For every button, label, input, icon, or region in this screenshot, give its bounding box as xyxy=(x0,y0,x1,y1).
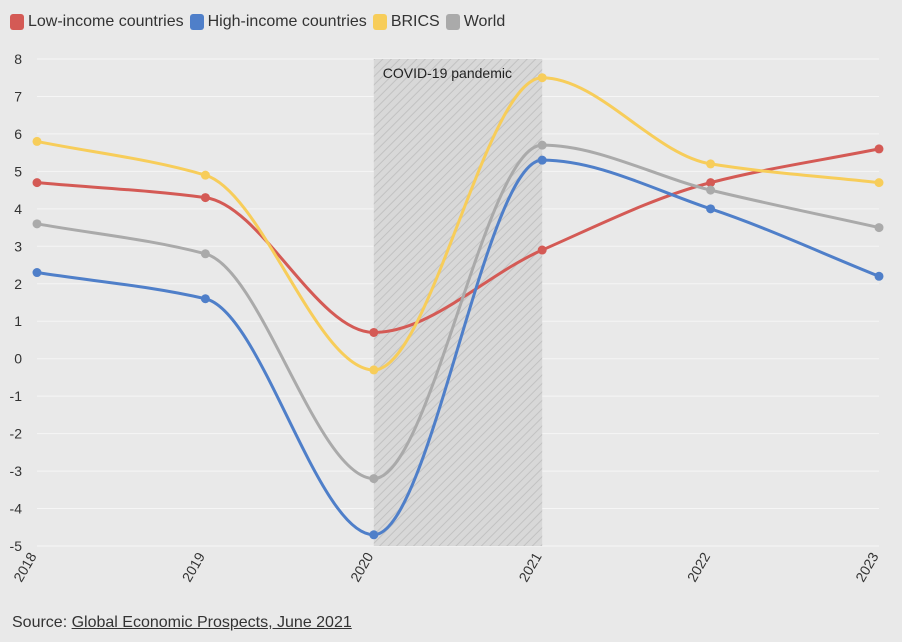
data-point[interactable] xyxy=(200,193,210,203)
y-axis: 8 7 6 5 4 3 2 1 0 -1 -2 -3 -4 -5 xyxy=(10,51,23,554)
y-tick-label: 2 xyxy=(14,276,22,292)
y-tick-label: 7 xyxy=(14,88,22,104)
data-point[interactable] xyxy=(706,185,716,195)
legend-item[interactable]: Low-income countries xyxy=(10,13,184,31)
legend-swatch xyxy=(372,14,387,30)
x-tick-label: 2019 xyxy=(179,549,209,584)
legend-swatch xyxy=(445,14,460,30)
legend-swatch xyxy=(189,14,204,30)
data-point[interactable] xyxy=(369,327,379,337)
data-point[interactable] xyxy=(369,365,379,375)
data-point[interactable] xyxy=(537,155,547,165)
y-tick-label: 5 xyxy=(14,163,22,179)
y-tick-label: -2 xyxy=(10,426,23,442)
legend-item[interactable]: World xyxy=(445,13,506,31)
y-tick-label: 0 xyxy=(14,351,22,367)
data-point[interactable] xyxy=(874,178,884,188)
series-layer xyxy=(32,73,884,540)
annotation-band xyxy=(373,59,543,546)
data-point[interactable] xyxy=(369,530,379,540)
source-note: Source: Global Economic Prospects, June … xyxy=(12,614,352,632)
data-point[interactable] xyxy=(32,219,42,229)
x-tick-label: 2020 xyxy=(347,549,377,584)
legend: Low-income countries High-income countrie… xyxy=(10,10,511,34)
source-prefix: Source: xyxy=(12,614,72,631)
legend-label: High-income countries xyxy=(207,13,367,30)
data-point[interactable] xyxy=(874,144,884,154)
y-tick-label: 8 xyxy=(14,51,22,67)
data-point[interactable] xyxy=(537,140,547,150)
data-point[interactable] xyxy=(369,474,379,484)
series-line xyxy=(35,147,881,334)
data-point[interactable] xyxy=(706,204,716,214)
source-link[interactable]: Global Economic Prospects, June 2021 xyxy=(71,614,352,631)
y-tick-label: 1 xyxy=(14,313,22,329)
legend-label: Low-income countries xyxy=(28,13,184,30)
data-point[interactable] xyxy=(537,245,547,255)
data-point[interactable] xyxy=(200,170,210,180)
data-point[interactable] xyxy=(32,178,42,188)
annotation-label: COVID-19 pandemic xyxy=(383,65,512,81)
y-tick-label: 6 xyxy=(14,126,22,142)
data-point[interactable] xyxy=(200,294,210,304)
data-point[interactable] xyxy=(32,136,42,146)
data-point[interactable] xyxy=(706,178,716,188)
data-point[interactable] xyxy=(874,271,884,281)
y-tick-label: 4 xyxy=(14,201,22,217)
y-tick-label: -1 xyxy=(10,388,23,404)
y-tick-label: 3 xyxy=(14,238,22,254)
legend-item[interactable]: High-income countries xyxy=(189,13,367,31)
data-point[interactable] xyxy=(200,249,210,259)
x-tick-label: 2022 xyxy=(684,549,714,584)
y-tick-label: -3 xyxy=(10,463,23,479)
legend-swatch xyxy=(10,14,24,30)
x-tick-label: 2021 xyxy=(515,549,545,584)
legend-label: World xyxy=(463,13,506,30)
x-axis: 2018 2019 2020 2021 2022 2023 xyxy=(10,549,882,584)
data-point[interactable] xyxy=(32,268,42,278)
annotation-layer: COVID-19 pandemic xyxy=(373,59,543,546)
x-tick-label: 2023 xyxy=(852,549,882,584)
y-tick-label: -4 xyxy=(10,501,23,517)
data-point[interactable] xyxy=(706,159,716,169)
x-tick-label: 2018 xyxy=(10,549,40,584)
data-point[interactable] xyxy=(874,223,884,233)
legend-item[interactable]: BRICS xyxy=(372,13,440,31)
data-point[interactable] xyxy=(537,73,547,83)
y-tick-label: -5 xyxy=(10,538,23,554)
legend-label: BRICS xyxy=(390,13,440,30)
